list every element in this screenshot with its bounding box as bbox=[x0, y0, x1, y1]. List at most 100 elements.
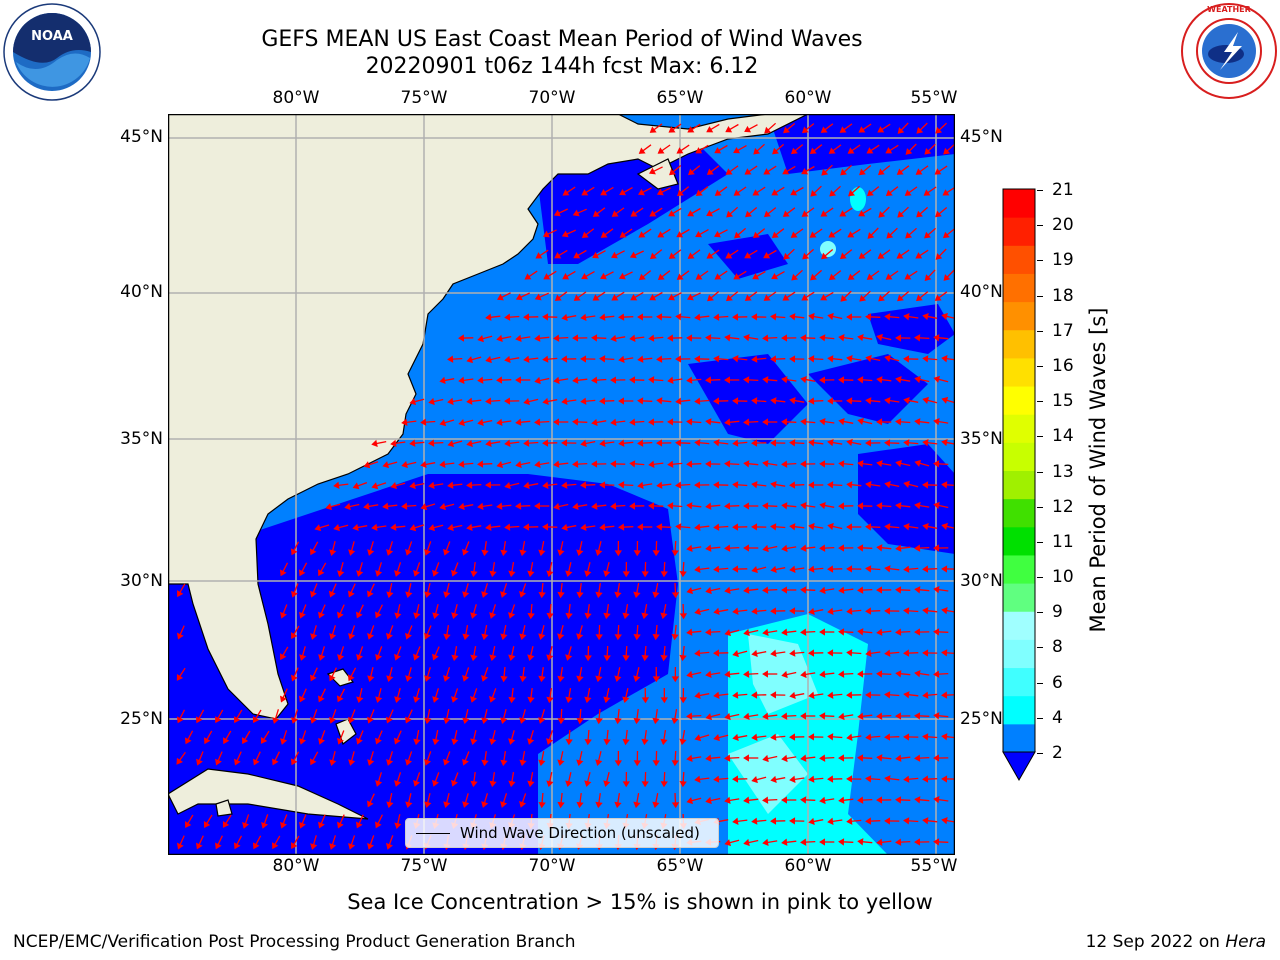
wave-arrow-head bbox=[820, 294, 828, 301]
wave-arrow-head bbox=[838, 628, 845, 636]
wave-arrow-head bbox=[679, 654, 687, 662]
wave-arrow-head bbox=[686, 418, 693, 426]
wave-arrow-head bbox=[802, 252, 810, 260]
wave-arrow-head bbox=[943, 147, 951, 155]
wave-arrow-head bbox=[846, 607, 853, 615]
wave-arrow-head bbox=[652, 550, 660, 557]
wave-arrow-head bbox=[751, 313, 758, 321]
wave-arrow-head bbox=[903, 691, 910, 699]
wave-arrow-head bbox=[309, 758, 317, 766]
wave-arrow-head bbox=[336, 695, 344, 703]
wave-arrow-head bbox=[405, 591, 413, 598]
wave-arrow-head bbox=[686, 587, 694, 595]
wave-arrow-head bbox=[935, 210, 942, 218]
wave-arrow-head bbox=[633, 760, 641, 767]
wave-arrow-head bbox=[687, 126, 695, 133]
wave-arrow-head bbox=[725, 252, 733, 259]
wave-arrow-head bbox=[557, 718, 565, 725]
wave-arrow-head bbox=[329, 716, 336, 724]
wave-arrow-head bbox=[827, 312, 834, 321]
wave-arrow-head bbox=[724, 586, 731, 594]
wave-arrow-head bbox=[618, 355, 625, 363]
wave-arrow-head bbox=[527, 738, 535, 745]
wave-arrow-head bbox=[177, 590, 184, 598]
wave-arrow-head bbox=[667, 334, 674, 342]
wave-arrow-head bbox=[865, 649, 872, 657]
wave-arrow-head bbox=[581, 231, 589, 239]
wave-arrow-head bbox=[637, 313, 643, 321]
colorbar-tick-label: 4 bbox=[1052, 707, 1063, 728]
wave-arrow-head bbox=[724, 460, 731, 468]
wave-arrow-head bbox=[614, 675, 622, 682]
wave-arrow-head bbox=[652, 676, 661, 683]
wave-arrow-head bbox=[329, 674, 336, 682]
wave-arrow-head bbox=[652, 760, 660, 767]
wave-arrow-head bbox=[561, 230, 569, 238]
wave-arrow-head bbox=[706, 252, 714, 259]
colorbar-tick-mark bbox=[1037, 612, 1043, 614]
wave-arrow-head bbox=[405, 716, 412, 724]
wave-arrow-head bbox=[895, 334, 902, 342]
wave-arrow-head bbox=[706, 126, 714, 133]
wave-arrow-head bbox=[309, 548, 317, 556]
footer-credit: NCEP/EMC/Verification Post Processing Pr… bbox=[13, 932, 576, 952]
wave-arrow-head bbox=[781, 712, 788, 720]
wave-arrow-head bbox=[652, 717, 660, 725]
wave-arrow-head bbox=[203, 821, 211, 829]
wave-arrow-head bbox=[846, 523, 852, 531]
wave-arrow-head bbox=[695, 273, 703, 280]
wave-arrow-head bbox=[299, 738, 307, 745]
wave-arrow-head bbox=[732, 691, 739, 699]
wave-arrow-head bbox=[789, 355, 796, 363]
wave-arrow-head bbox=[432, 738, 440, 746]
wave-arrow-head bbox=[865, 607, 872, 615]
wave-arrow-head bbox=[424, 591, 432, 598]
wave-arrow-head bbox=[846, 733, 853, 741]
wave-arrow-head bbox=[637, 397, 644, 405]
wave-arrow-head bbox=[695, 230, 703, 238]
lon-label-top: 60°W bbox=[784, 88, 832, 108]
wave-arrow-head bbox=[470, 612, 478, 619]
wave-arrow-head bbox=[876, 838, 883, 846]
wave-arrow-head bbox=[515, 460, 522, 469]
wave-arrow-head bbox=[272, 758, 279, 766]
lon-label-top: 65°W bbox=[656, 88, 704, 108]
wave-arrow-head bbox=[876, 754, 883, 762]
wave-arrow-head bbox=[705, 713, 713, 721]
wave-arrow-head bbox=[895, 459, 902, 468]
wave-arrow-head bbox=[781, 628, 788, 636]
wave-arrow-head bbox=[462, 801, 470, 808]
wave-arrow-head bbox=[462, 675, 470, 682]
wave-arrow-head bbox=[743, 334, 750, 342]
wave-arrow-head bbox=[877, 252, 885, 259]
wave-arrow-head bbox=[660, 781, 668, 788]
wave-arrow-head bbox=[253, 758, 260, 766]
wave-arrow-head bbox=[751, 607, 758, 615]
wave-arrow-head bbox=[656, 523, 663, 531]
wave-arrow-head bbox=[649, 252, 657, 260]
colorbar-tick-label: 18 bbox=[1052, 285, 1074, 306]
wave-arrow-head bbox=[337, 570, 345, 577]
wave-arrow-head bbox=[622, 612, 630, 620]
wave-arrow-head bbox=[439, 376, 446, 385]
wave-arrow-head bbox=[667, 376, 674, 384]
wave-arrow-head bbox=[592, 294, 600, 301]
wave-arrow-head bbox=[603, 570, 611, 578]
wave-arrow-head bbox=[789, 775, 796, 783]
wave-arrow-head bbox=[432, 612, 440, 620]
wave-arrow-head bbox=[923, 189, 931, 196]
lat-label-left: 35°N bbox=[120, 429, 163, 449]
wave-arrow-head bbox=[819, 418, 826, 426]
wave-arrow-head bbox=[762, 670, 768, 678]
wave-arrow-head bbox=[252, 842, 260, 850]
wave-arrow-head bbox=[782, 168, 790, 175]
wave-arrow-head bbox=[846, 817, 853, 825]
wave-arrow-head bbox=[565, 780, 573, 787]
wave-arrow-head bbox=[500, 759, 508, 767]
wave-arrow-head bbox=[724, 544, 731, 552]
wave-arrow-head bbox=[764, 126, 772, 134]
wave-arrow-head bbox=[348, 716, 355, 724]
wave-arrow-head bbox=[903, 396, 910, 405]
wave-arrow-head bbox=[781, 754, 788, 763]
wave-arrow-head bbox=[762, 586, 769, 594]
